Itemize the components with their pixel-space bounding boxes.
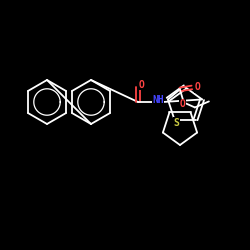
Text: NH: NH: [152, 95, 164, 105]
Text: O: O: [139, 80, 145, 90]
Text: S: S: [174, 118, 179, 128]
Text: O: O: [195, 82, 201, 92]
Text: O: O: [180, 100, 186, 110]
